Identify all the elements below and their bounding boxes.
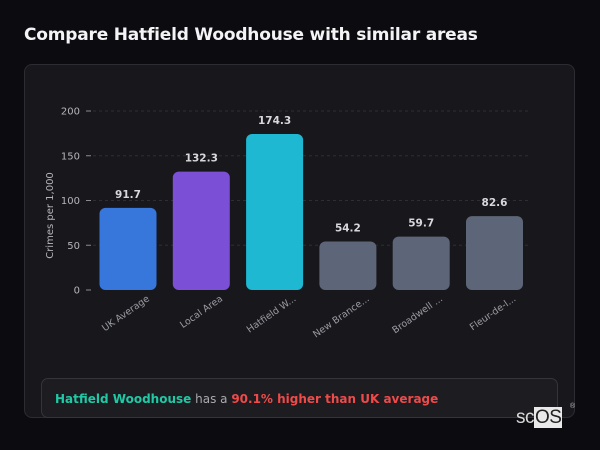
bar[interactable] <box>319 241 377 290</box>
bar[interactable] <box>466 216 523 290</box>
bar-value-label: 91.7 <box>115 189 141 201</box>
y-axis-label: Crimes per 1,000 <box>45 172 56 259</box>
scos-logo: scOS ® <box>516 403 575 428</box>
y-tick-label: 200 <box>61 107 80 118</box>
insight-connector: has a <box>191 392 232 406</box>
x-tick-label: New Brance... <box>311 293 371 340</box>
x-tick-label: Fleur-de-l... <box>468 293 518 333</box>
insight-banner: Hatfield Woodhouse has a 90.1% higher th… <box>41 378 558 418</box>
bar-value-label: 174.3 <box>258 115 291 127</box>
y-tick-label: 150 <box>61 151 80 162</box>
bar-value-label: 132.3 <box>185 153 218 165</box>
bar-value-label: 82.6 <box>482 197 508 209</box>
bar[interactable] <box>99 207 157 290</box>
y-tick-label: 100 <box>61 196 80 207</box>
x-tick-label: Broadwell ... <box>390 293 445 336</box>
bar[interactable] <box>392 236 450 290</box>
x-tick-label: Hatfield W... <box>245 293 298 335</box>
x-tick-label: Local Area <box>178 293 225 330</box>
bar[interactable] <box>246 134 304 290</box>
x-tick-label: UK Average <box>100 293 152 334</box>
bar-value-label: 54.2 <box>335 222 361 234</box>
y-tick-label: 50 <box>67 241 80 252</box>
y-tick-label: 0 <box>74 286 80 297</box>
insight-area-name: Hatfield Woodhouse <box>55 392 192 406</box>
page-title: Compare Hatfield Woodhouse with similar … <box>24 25 478 45</box>
bar[interactable] <box>172 171 230 290</box>
insight-stat: 90.1% higher than UK average <box>231 392 439 406</box>
bar-value-label: 59.7 <box>408 218 434 230</box>
